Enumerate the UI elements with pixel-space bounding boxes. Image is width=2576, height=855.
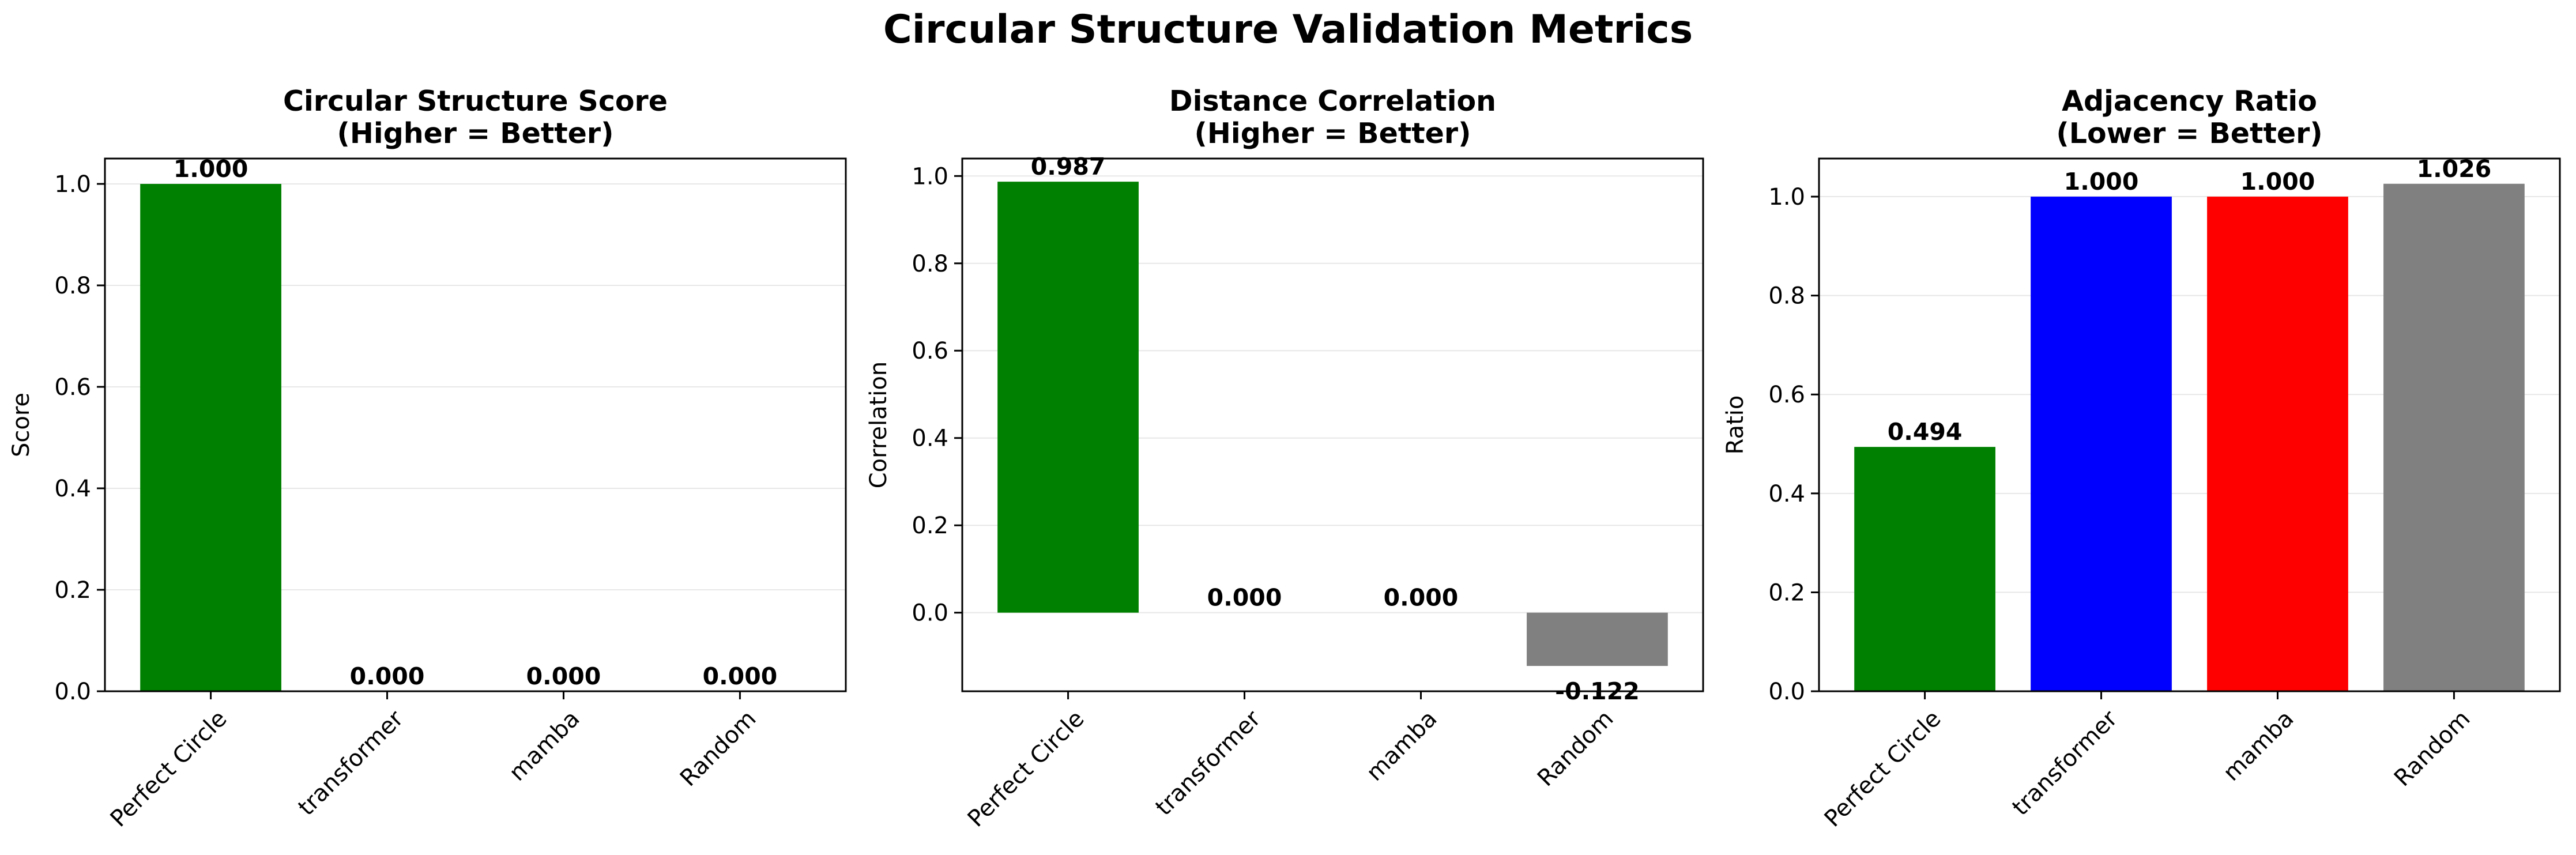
plot-frame [104,157,847,692]
x-tick-label: mamba [504,706,585,786]
y-tick-label: 0.6 [54,374,91,401]
chart-title-line: Adjacency Ratio [2062,85,2317,118]
data-label: 0.000 [350,662,425,690]
y-tick-label: 0.4 [912,425,948,452]
x-tick-label: Perfect Circle [106,706,232,833]
data-label: 1.000 [2240,168,2315,195]
y-tick-label: 0.4 [54,476,91,502]
figure-title: Circular Structure Validation Metrics [883,7,1693,52]
bar-random [2383,183,2525,691]
bar-perfect-circle [140,184,281,691]
data-label: 0.987 [1031,153,1106,180]
y-tick-label: 0.2 [54,577,91,604]
chart-title-line: (Higher = Better) [1195,117,1471,150]
y-axis-label: Score [8,393,35,457]
y-tick-label: 0.0 [1768,679,1805,705]
chart-title-line: (Higher = Better) [337,117,614,150]
y-tick-label: 1.0 [912,163,948,190]
bar-random [1527,612,1668,666]
plot-frame [961,157,1704,692]
bar-mamba [2207,197,2348,691]
data-label: 0.000 [1384,584,1459,612]
y-tick-label: 0.8 [1768,283,1805,310]
y-axis-label: Ratio [1722,396,1749,455]
y-tick-label: 0.0 [912,600,948,627]
x-tick-label: Perfect Circle [963,706,1090,833]
bar-perfect-circle [1854,447,1995,691]
y-tick-label: 0.6 [1768,382,1805,408]
data-label: 0.000 [526,662,601,690]
x-tick-label: mamba [2218,706,2299,786]
chart-title-line: Circular Structure Score [283,85,668,118]
y-tick-label: 0.0 [54,679,91,705]
data-label: 0.000 [1207,584,1282,612]
chart-title-line: Distance Correlation [1169,85,1496,118]
plot-frame [1818,157,2561,692]
data-label: 1.000 [174,155,248,183]
y-tick-label: 1.0 [1768,184,1805,210]
y-axis-label: Correlation [865,361,892,489]
data-label: 0.000 [703,662,778,690]
x-tick-label: Perfect Circle [1820,706,1946,833]
y-tick-label: 0.2 [912,513,948,539]
x-tick-label: transformer [2007,705,2123,821]
x-tick-label: Random [675,706,762,792]
y-tick-label: 0.6 [912,338,948,364]
bar-transformer [2031,197,2172,691]
data-label: 1.026 [2417,155,2492,183]
bar-perfect-circle [997,182,1139,613]
x-tick-label: mamba [1361,706,1442,786]
y-tick-label: 0.4 [1768,481,1805,507]
data-label: 1.000 [2064,168,2139,195]
chart-title-line: (Lower = Better) [2056,117,2322,150]
y-tick-label: 1.0 [54,171,91,198]
y-tick-label: 0.8 [912,251,948,277]
y-tick-label: 0.2 [1768,579,1805,606]
x-tick-label: transformer [293,705,409,821]
data-label: 0.494 [1888,418,1963,446]
x-tick-label: transformer [1150,705,1266,821]
y-tick-label: 0.8 [54,273,91,299]
x-tick-label: Random [2389,706,2476,792]
x-tick-label: Random [1532,706,1619,792]
